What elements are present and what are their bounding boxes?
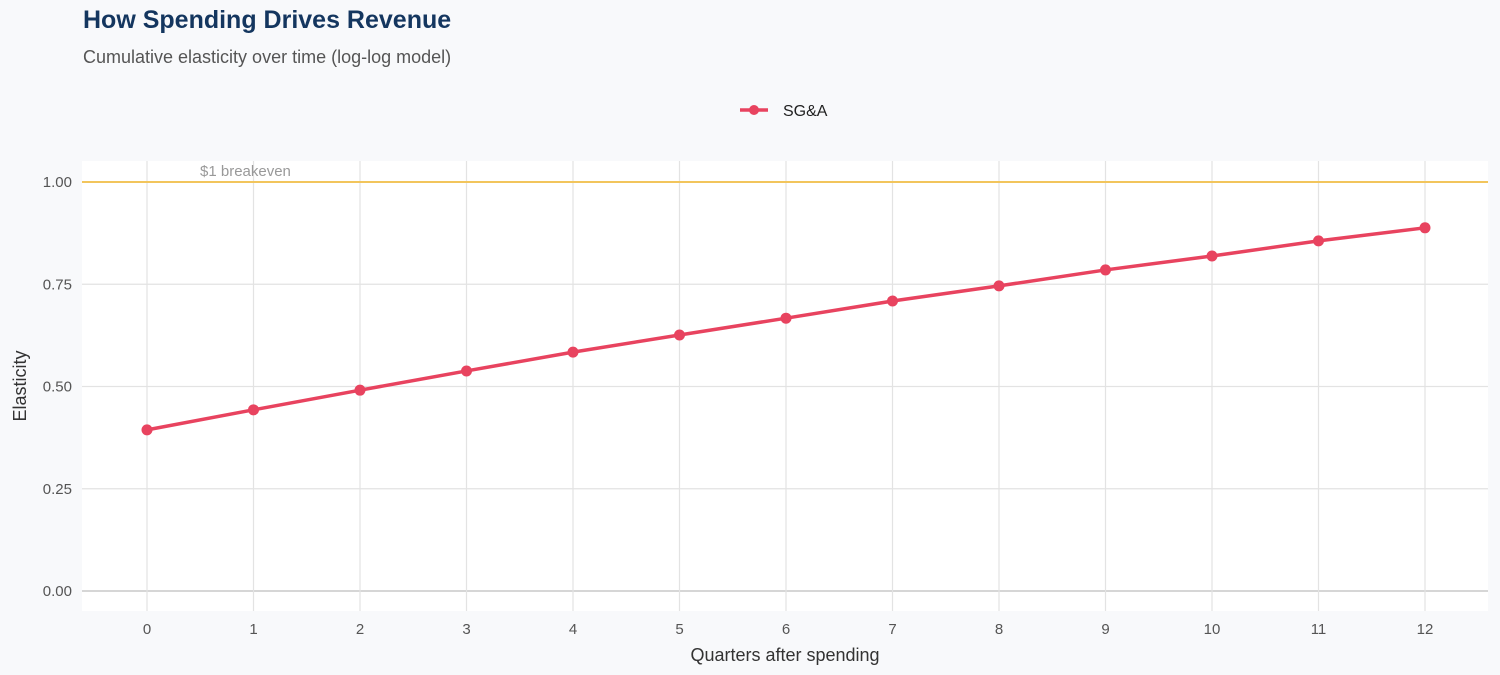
data-point (354, 384, 366, 396)
data-point (461, 365, 472, 377)
data-point (1313, 235, 1324, 247)
x-tick-label: 1 (249, 621, 257, 638)
y-tick-label: 0.50 (43, 379, 72, 396)
chart-title: How Spending Drives Revenue (83, 6, 452, 34)
x-tick-label: 9 (1101, 621, 1109, 638)
x-tick-label: 7 (888, 621, 896, 638)
legend-key-point (749, 105, 759, 115)
y-tick-label: 0.00 (43, 583, 72, 600)
x-axis-label: Quarters after spending (690, 645, 879, 665)
data-point (1100, 264, 1111, 276)
x-tick-label: 2 (356, 621, 364, 638)
x-tick-label: 4 (569, 621, 577, 638)
x-tick-label: 0 (143, 621, 151, 638)
legend: SG&A (740, 103, 828, 120)
x-tick-label: 3 (462, 621, 470, 638)
breakeven-label: $1 breakeven (200, 163, 291, 180)
data-point (674, 329, 685, 341)
data-point (780, 312, 792, 324)
data-point (141, 424, 153, 436)
data-point (993, 280, 1005, 292)
x-tick-label: 8 (995, 621, 1003, 638)
data-point (1419, 222, 1431, 234)
y-axis-label: Elasticity (10, 350, 30, 421)
legend-label: SG&A (783, 103, 828, 120)
data-point (887, 295, 898, 307)
x-tick-label: 6 (782, 621, 790, 638)
data-point (567, 346, 579, 358)
x-tick-label: 10 (1204, 621, 1221, 638)
y-tick-label: 1.00 (43, 174, 72, 191)
x-tick-label: 12 (1417, 621, 1434, 638)
data-point (248, 404, 259, 416)
data-point (1206, 250, 1218, 262)
chart-subtitle: Cumulative elasticity over time (log-log… (83, 47, 452, 67)
y-tick-label: 0.25 (43, 481, 72, 498)
x-tick-label: 11 (1311, 621, 1327, 638)
y-tick-label: 0.75 (43, 276, 72, 293)
x-tick-label: 5 (675, 621, 683, 638)
